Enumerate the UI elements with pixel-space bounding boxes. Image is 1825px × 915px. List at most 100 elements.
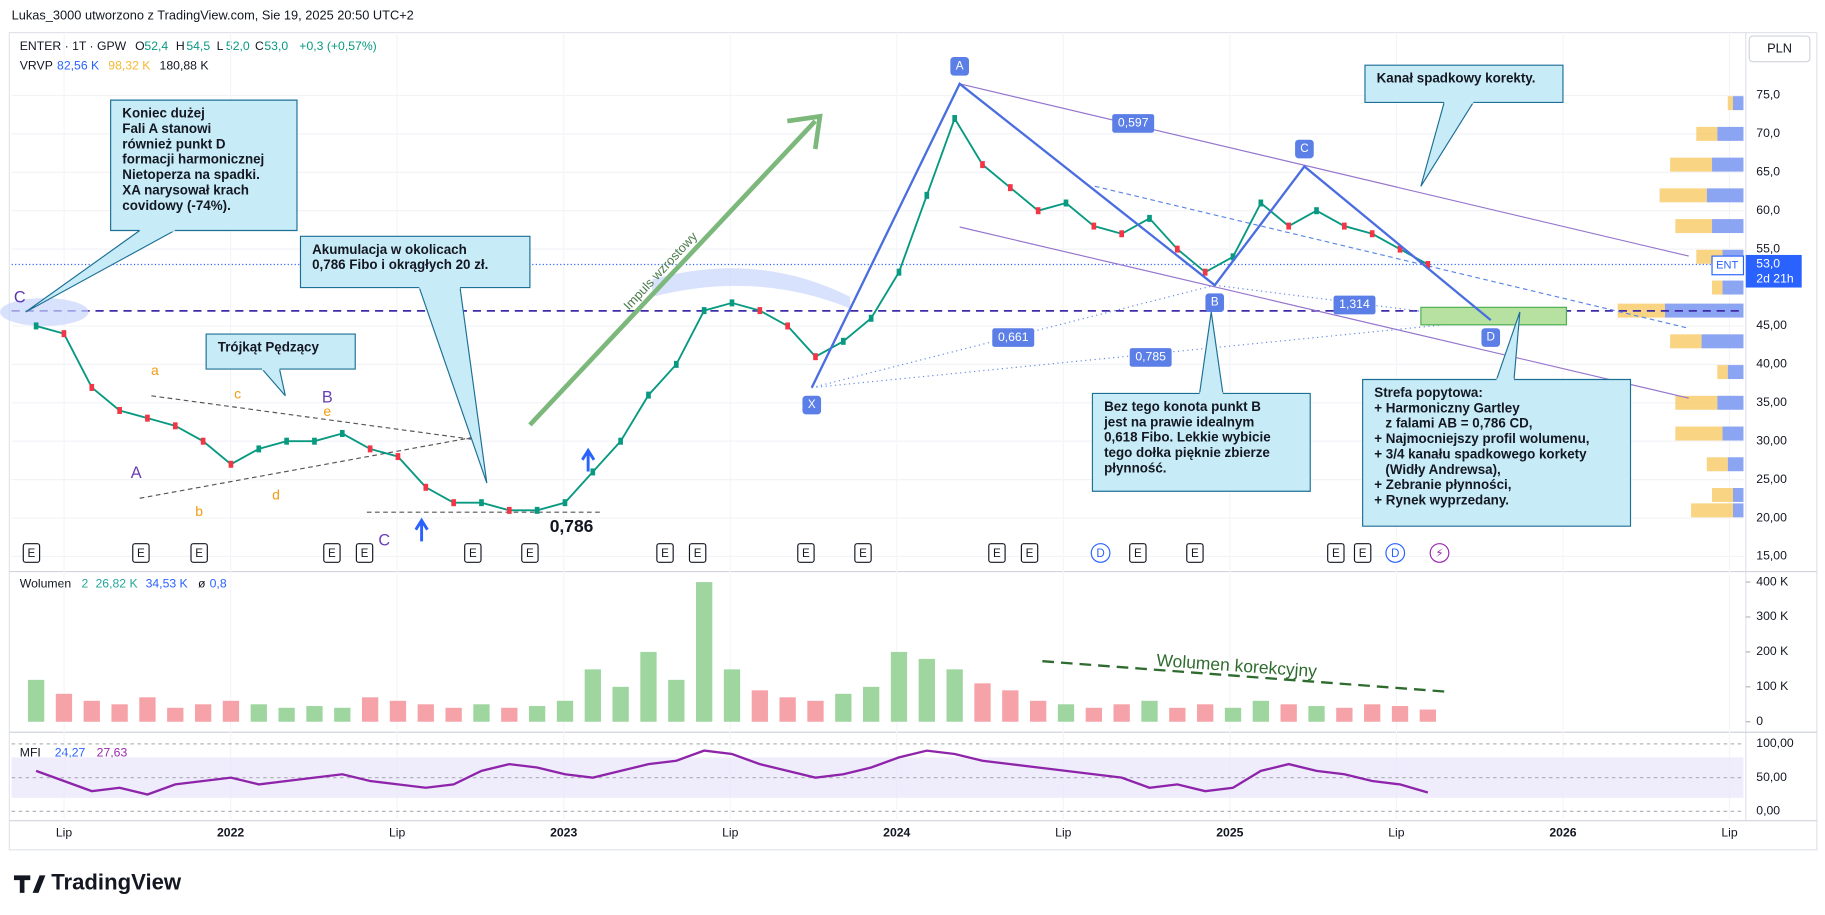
impulse-arrowhead (786, 113, 823, 150)
event-label[interactable]: E (1191, 547, 1199, 560)
candle (924, 191, 930, 199)
callout-box (299, 235, 531, 484)
candle (1286, 222, 1292, 230)
volume-bar (334, 707, 351, 722)
wave-label: A (131, 464, 142, 482)
event-label[interactable]: E (195, 547, 203, 560)
wave-label: b (195, 503, 203, 519)
event-marker (355, 543, 374, 563)
indicator-value: 82,56 K (57, 59, 100, 73)
event-label[interactable]: E (802, 547, 810, 560)
callout-text: + Rynek wyprzedany. (1374, 493, 1509, 508)
event-label[interactable]: E (361, 547, 369, 560)
profile-up (1712, 157, 1744, 172)
callout-text: z falami AB = 0,786 CD, (1374, 416, 1532, 431)
event-label[interactable]: E (28, 547, 36, 560)
volume-bar (361, 697, 379, 722)
event-label[interactable]: D (1096, 547, 1104, 560)
event-label[interactable]: E (1332, 547, 1340, 560)
candle (701, 307, 707, 315)
volume-bar (890, 651, 908, 722)
callout-text: tego dołka pięknie zbierze (1104, 445, 1270, 460)
profile-down (1712, 488, 1733, 502)
ohlc-label: C (255, 39, 264, 53)
callout-text: 0,618 Fibo. Lekkie wybicie (1104, 430, 1271, 445)
x-tick-label: Lip (1055, 826, 1072, 840)
callout-box (1364, 64, 1564, 187)
indicator-name: Wolumen (20, 577, 71, 591)
fib-box (1112, 114, 1155, 133)
event-label[interactable]: E (694, 547, 702, 560)
event-label[interactable]: E (328, 547, 336, 560)
profile-up (1722, 280, 1744, 295)
volume-bar (1002, 690, 1019, 722)
volume-bar (779, 697, 796, 722)
y-tick-label: 200 K (1756, 644, 1789, 658)
callout-text: 0,786 Fibo i okrągłych 20 zł. (312, 257, 488, 272)
volume-bar (1419, 709, 1437, 722)
volume-bar (1252, 700, 1269, 722)
pattern-point-box (950, 57, 969, 76)
event-label[interactable]: E (859, 547, 867, 560)
event-label[interactable]: ⚡ (1435, 547, 1443, 560)
volume-bar (974, 683, 991, 722)
x-tick-label: Lip (722, 826, 739, 840)
callout-text: również punkt D (122, 136, 226, 151)
symbol: ENTER · 1T · GPW (20, 39, 127, 53)
ohlc-value: 54,5 (186, 39, 210, 53)
profile-up (1706, 188, 1744, 203)
volume-bar (1280, 704, 1297, 722)
event-label[interactable]: E (661, 547, 669, 560)
y-tick-label: 100,00 (1756, 736, 1794, 750)
y-tick-label: 70,0 (1756, 126, 1780, 140)
volume-bar (946, 669, 963, 722)
highlight (0, 298, 89, 326)
profile-down (1675, 219, 1713, 234)
profile-down (1691, 503, 1733, 518)
ohlc-label: H (176, 39, 185, 53)
volume-bar (83, 700, 100, 722)
channel-mid (1094, 185, 1689, 329)
y-tick-label: 100 K (1756, 679, 1789, 693)
callout-text: Bez tego konota punkt B (1104, 399, 1261, 414)
volume-bar (1141, 700, 1158, 722)
candle (813, 353, 818, 361)
event-label[interactable]: D (1391, 547, 1399, 560)
event-label[interactable]: E (526, 547, 534, 560)
profile-down (1696, 126, 1718, 141)
event-marker (1327, 543, 1345, 563)
channel-line (959, 226, 1689, 399)
candle (757, 307, 763, 315)
candle (423, 483, 429, 491)
indicator-value: 26,82 K (96, 577, 139, 591)
impulse-arrow (528, 119, 817, 427)
event-label[interactable]: E (993, 547, 1001, 560)
indicator-value: 180,88 K (160, 59, 210, 73)
y-tick-label: 0,00 (1756, 804, 1780, 818)
candle (33, 322, 39, 330)
callout-text: Trójkąt Pędzący (218, 340, 320, 355)
candle (61, 330, 67, 338)
event-label[interactable]: E (137, 547, 145, 560)
y-tick-label: 45,00 (1756, 318, 1787, 332)
callout-text: Akumulacja w okolicach (312, 242, 467, 257)
callout-text: Kanał spadkowy korekty. (1377, 71, 1536, 86)
event-label[interactable]: E (1359, 547, 1367, 560)
triangle-line (139, 435, 478, 499)
candle (1008, 184, 1013, 192)
profile-up (1701, 334, 1744, 349)
candle (590, 468, 596, 476)
channel-line (959, 83, 1689, 257)
event-label[interactable]: E (1134, 547, 1142, 560)
fib-label: 0,661 (998, 330, 1029, 344)
event-marker (1090, 543, 1111, 563)
demand-zone (1420, 306, 1568, 326)
event-label[interactable]: E (469, 547, 477, 560)
event-marker (190, 543, 208, 563)
currency[interactable]: PLN (1767, 40, 1792, 55)
event-label[interactable]: E (1026, 547, 1034, 560)
currency-box[interactable] (1748, 35, 1811, 63)
drawing-layer: 75,0 70,0 65,0 60,0 55,0 45,00 40,00 35,00 30,00… (0, 32, 1802, 840)
y-tick-label: 0 (1756, 714, 1763, 728)
